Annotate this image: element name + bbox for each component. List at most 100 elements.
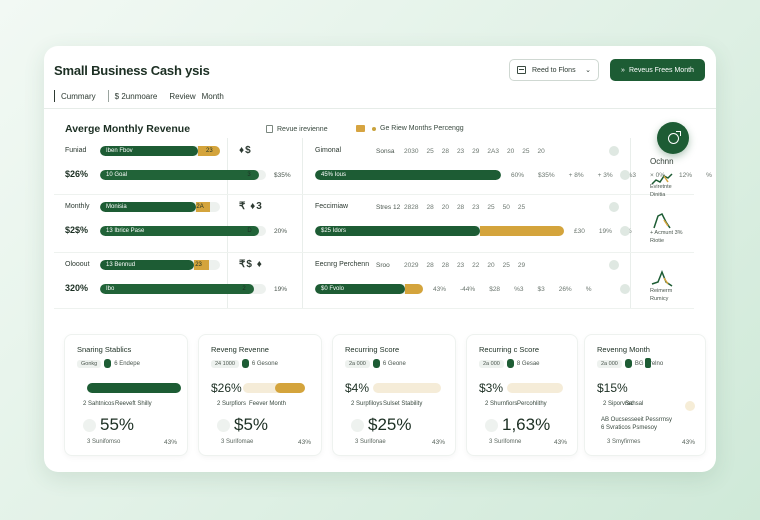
page-title: Small Business Cash ysis bbox=[54, 63, 210, 78]
revenue-bar-track: Monisia 2A bbox=[100, 202, 220, 212]
tick-value: 25 bbox=[487, 204, 495, 211]
goal-bar-track: 13 Ibrice Pase D bbox=[100, 226, 266, 236]
period-select[interactable]: Reed to Flons ⌄ bbox=[509, 59, 599, 81]
tick-value: 22 bbox=[472, 262, 480, 269]
card-sub-right: Percohlithy bbox=[517, 401, 547, 407]
subnav-item-summary[interactable]: Cummary bbox=[61, 91, 96, 101]
mini-trend-chart bbox=[651, 173, 673, 185]
currency-symbol-icon: ₹ ♦3 bbox=[239, 201, 263, 212]
card-big-text: $25% bbox=[368, 415, 412, 434]
mini-legend-item: Rumicy bbox=[650, 296, 669, 302]
tick-row: 2030 25 28 23 29 2A3 20 25 20 bbox=[404, 148, 545, 155]
card-big-text: 55% bbox=[100, 415, 135, 434]
tick-value: 28 bbox=[426, 262, 434, 269]
row-label: Monthly bbox=[65, 203, 90, 210]
card-big-value: $25% bbox=[351, 415, 411, 435]
card-circle-icon bbox=[83, 418, 96, 432]
row-label: Funiad bbox=[65, 147, 87, 154]
status-dot bbox=[609, 260, 619, 270]
mid-bar-fill bbox=[315, 226, 480, 236]
card-chip: 24 1000 bbox=[211, 359, 239, 368]
card-big-value: $5% bbox=[217, 415, 268, 435]
goal-bar-label: 10 Goal bbox=[106, 172, 128, 178]
side-value: $35% bbox=[274, 172, 291, 179]
stat-card[interactable]: Snaring Stablics Gonkg 6 Endepe 2 Sahtnicos… bbox=[64, 334, 188, 456]
tick-value: 28 bbox=[441, 148, 449, 155]
tick-value: 28 bbox=[441, 262, 449, 269]
card-big-text: $5% bbox=[234, 415, 269, 434]
calendar-icon bbox=[517, 66, 526, 74]
card-footer: 3 Surifonae bbox=[355, 439, 386, 445]
mid-value: %3 bbox=[626, 172, 637, 179]
card-badge: Gonkg 6 Endepe bbox=[77, 359, 140, 368]
card-chip-label: 6 Geone bbox=[382, 360, 406, 367]
card-footer: 3 Sunifomso bbox=[87, 439, 121, 445]
revenue-bar-end: 23 bbox=[195, 262, 202, 268]
card-chip: Gonkg bbox=[77, 359, 102, 368]
goal-bar-label: 13 Ibrice Pase bbox=[106, 228, 145, 234]
tick-row: 2029 28 28 23 22 20 25 29 bbox=[404, 262, 525, 269]
stat-card[interactable]: Recurring Score 2a 000 6 Geone $4% 2 Surpfil… bbox=[332, 334, 456, 456]
mid-value: %3 bbox=[514, 286, 524, 293]
mid-row-tag: Sonsa bbox=[376, 148, 395, 155]
card-value: $15% bbox=[597, 381, 628, 395]
card-sub-left: 2 Surpfiors bbox=[217, 401, 247, 407]
mid-value: $28 bbox=[489, 286, 501, 293]
card-big-value: 55% bbox=[83, 415, 134, 435]
card-value: $3% bbox=[479, 381, 504, 395]
card-badge: 24 1000 6 Gesone bbox=[211, 359, 278, 368]
tick-value: 28 bbox=[426, 204, 434, 211]
card-title: Recurring Score bbox=[345, 345, 400, 354]
mid-bar-track: $0 Fvolo bbox=[315, 284, 423, 294]
card-percent: 43% bbox=[297, 439, 311, 446]
card-percent: 43% bbox=[163, 439, 177, 446]
revenue-bar-end: 2A bbox=[196, 204, 204, 210]
tick-value: 20 bbox=[487, 262, 495, 269]
card-chip-icon bbox=[104, 359, 112, 368]
card-title: Revenng Month bbox=[597, 345, 650, 354]
card-badge: 2a 000 6 Geone bbox=[345, 359, 406, 368]
mini-trend-accent bbox=[663, 175, 669, 183]
coin-icon bbox=[356, 125, 365, 132]
revenue-bar-track: Iben Fbov 23 bbox=[100, 146, 220, 156]
stat-card[interactable]: Revenng Month 2a 000 BG Grelno $15% 2 Siporv… bbox=[584, 334, 706, 456]
card-percent: 43% bbox=[431, 439, 445, 446]
card-note: 6 Svraticos Psmesoy bbox=[601, 425, 658, 431]
mini-legend-item: Eviretnte bbox=[650, 184, 672, 190]
card-chip-label: 6 Gesone bbox=[251, 360, 278, 367]
revenue-bar-track: 13 Bennud 23 bbox=[100, 260, 220, 270]
percentage-header: Ge Riew Months Percengg bbox=[356, 125, 464, 132]
review-month-button[interactable]: » Reveus Frees Month bbox=[610, 59, 705, 81]
card-percent: 43% bbox=[553, 439, 567, 446]
stat-card[interactable]: Reveng Revenne 24 1000 6 Gesone $26% 2 Surpf… bbox=[198, 334, 322, 456]
revenue-header: Revue irevienne bbox=[266, 125, 328, 133]
mid-value: 12% bbox=[679, 172, 693, 179]
goal-bar-end: 3 bbox=[247, 172, 251, 178]
mini-legend-item: + Acmunt 3% bbox=[650, 230, 683, 236]
tick-value: 23 bbox=[472, 204, 480, 211]
tick-value: 25 bbox=[522, 148, 530, 155]
card-badge: 2a 000 8 Gesae bbox=[479, 359, 540, 368]
subnav-item-review[interactable]: Review bbox=[169, 91, 196, 101]
revenue-bar-label: Monisia bbox=[106, 204, 127, 210]
revenue-bar-fill bbox=[100, 146, 199, 156]
tick-row: 2828 28 20 28 23 25 50 25 bbox=[404, 204, 525, 211]
double-chevron-icon: » bbox=[621, 66, 625, 74]
card-circle-icon bbox=[485, 418, 498, 432]
info-icon[interactable] bbox=[685, 401, 695, 411]
card-chip-label: 6 Endepe bbox=[114, 360, 140, 367]
revenue-bar-fill bbox=[100, 202, 196, 212]
goal-bar-label: Ibo bbox=[106, 286, 115, 292]
card-bar-bg bbox=[507, 383, 563, 393]
card-sub-left: 2 Sahtnicos bbox=[83, 401, 115, 407]
goal-bar-fill bbox=[100, 226, 260, 236]
subnav-item-amount[interactable]: $ 2unmoare bbox=[114, 91, 158, 101]
card-value: $4% bbox=[345, 381, 370, 395]
subnav-item-month[interactable]: Month bbox=[201, 91, 224, 101]
add-widget-button[interactable] bbox=[657, 122, 689, 154]
card-chip-label: 8 Gesae bbox=[516, 360, 540, 367]
mid-row-tag: Stres 12 bbox=[376, 204, 401, 211]
stat-card[interactable]: Recurring c Score 2a 000 8 Gesae $3% 2 Shurn… bbox=[466, 334, 578, 456]
mid-bar-gold bbox=[480, 226, 564, 236]
card-bar bbox=[87, 383, 181, 393]
